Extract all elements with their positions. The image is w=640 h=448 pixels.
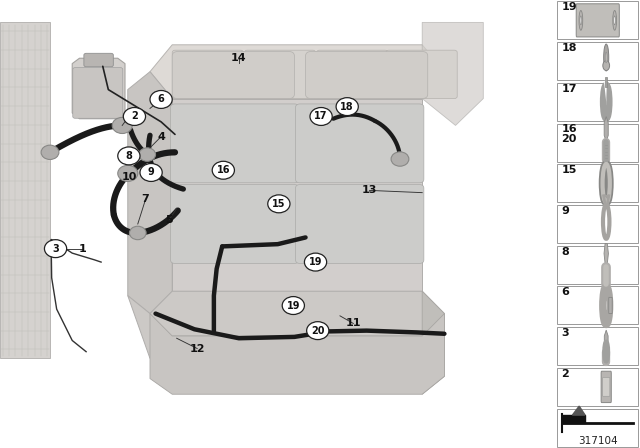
Bar [557, 83, 638, 121]
FancyBboxPatch shape [386, 50, 457, 99]
Text: 3: 3 [52, 244, 59, 254]
Circle shape [282, 297, 305, 314]
Text: 9: 9 [561, 206, 570, 216]
Bar [557, 327, 638, 365]
Circle shape [124, 108, 145, 125]
FancyBboxPatch shape [601, 371, 611, 403]
Polygon shape [128, 291, 444, 358]
Text: 15: 15 [272, 199, 285, 209]
Bar [557, 286, 638, 324]
Circle shape [310, 108, 332, 125]
Polygon shape [563, 415, 585, 423]
Polygon shape [128, 72, 172, 314]
Circle shape [391, 152, 409, 166]
FancyBboxPatch shape [170, 185, 299, 263]
Text: 17: 17 [561, 84, 577, 94]
Text: 7: 7 [141, 194, 149, 204]
Text: 11: 11 [346, 319, 361, 328]
FancyBboxPatch shape [84, 53, 113, 67]
Circle shape [41, 145, 59, 159]
Text: 8: 8 [561, 246, 569, 257]
Text: 317104: 317104 [578, 436, 618, 446]
Circle shape [212, 161, 234, 179]
FancyBboxPatch shape [296, 104, 424, 183]
Circle shape [118, 147, 140, 165]
Text: 16
20: 16 20 [561, 125, 577, 144]
Text: 19: 19 [561, 2, 577, 12]
Circle shape [112, 117, 132, 134]
Circle shape [307, 322, 329, 340]
Text: 15: 15 [561, 165, 577, 175]
Circle shape [612, 10, 616, 30]
Text: 6: 6 [561, 287, 570, 297]
Text: 2: 2 [561, 369, 569, 379]
Circle shape [44, 240, 67, 258]
FancyBboxPatch shape [576, 4, 620, 37]
Text: 17: 17 [314, 112, 328, 121]
Text: 1: 1 [78, 244, 86, 254]
Circle shape [579, 10, 583, 30]
Text: 14: 14 [231, 53, 246, 63]
FancyBboxPatch shape [172, 52, 294, 99]
Circle shape [580, 16, 582, 25]
Circle shape [336, 98, 358, 116]
Bar [557, 368, 638, 406]
Polygon shape [422, 291, 444, 394]
Polygon shape [150, 45, 444, 99]
Bar [605, 77, 607, 87]
FancyBboxPatch shape [170, 104, 299, 183]
Text: 5: 5 [166, 215, 173, 224]
FancyBboxPatch shape [73, 68, 123, 118]
Text: 18: 18 [340, 102, 354, 112]
FancyBboxPatch shape [244, 50, 316, 99]
Circle shape [118, 165, 138, 181]
Text: 20: 20 [311, 326, 324, 336]
Ellipse shape [603, 60, 609, 70]
Bar [557, 409, 638, 447]
Circle shape [604, 44, 609, 71]
Circle shape [150, 90, 172, 108]
Circle shape [605, 52, 607, 63]
Text: 16: 16 [216, 165, 230, 175]
Circle shape [129, 226, 146, 240]
Circle shape [140, 164, 162, 181]
FancyBboxPatch shape [317, 50, 388, 99]
Bar [557, 246, 638, 284]
Polygon shape [172, 99, 422, 291]
Text: 13: 13 [362, 185, 377, 195]
Text: 18: 18 [561, 43, 577, 53]
Bar [557, 124, 638, 162]
Text: 6: 6 [157, 95, 164, 104]
Text: 9: 9 [148, 168, 154, 177]
Text: 19: 19 [308, 257, 323, 267]
Bar [557, 164, 638, 202]
FancyBboxPatch shape [172, 50, 243, 99]
Text: 3: 3 [561, 328, 569, 338]
Text: 2: 2 [131, 112, 138, 121]
Wedge shape [604, 79, 607, 102]
Text: 12: 12 [189, 344, 205, 353]
Polygon shape [422, 22, 483, 125]
Polygon shape [72, 58, 125, 119]
Text: 10: 10 [121, 172, 136, 182]
Text: 8: 8 [125, 151, 132, 161]
Text: 4: 4 [157, 132, 165, 142]
Polygon shape [572, 406, 585, 415]
FancyBboxPatch shape [609, 297, 612, 314]
Circle shape [139, 148, 156, 161]
Circle shape [268, 195, 290, 213]
FancyBboxPatch shape [296, 185, 424, 263]
FancyBboxPatch shape [305, 52, 428, 99]
Circle shape [614, 16, 616, 25]
Polygon shape [150, 314, 444, 394]
FancyBboxPatch shape [603, 378, 610, 396]
Polygon shape [0, 22, 50, 358]
Bar [557, 42, 638, 80]
Bar [557, 1, 638, 39]
Bar [557, 205, 638, 243]
Circle shape [305, 253, 326, 271]
Text: 19: 19 [287, 301, 300, 310]
